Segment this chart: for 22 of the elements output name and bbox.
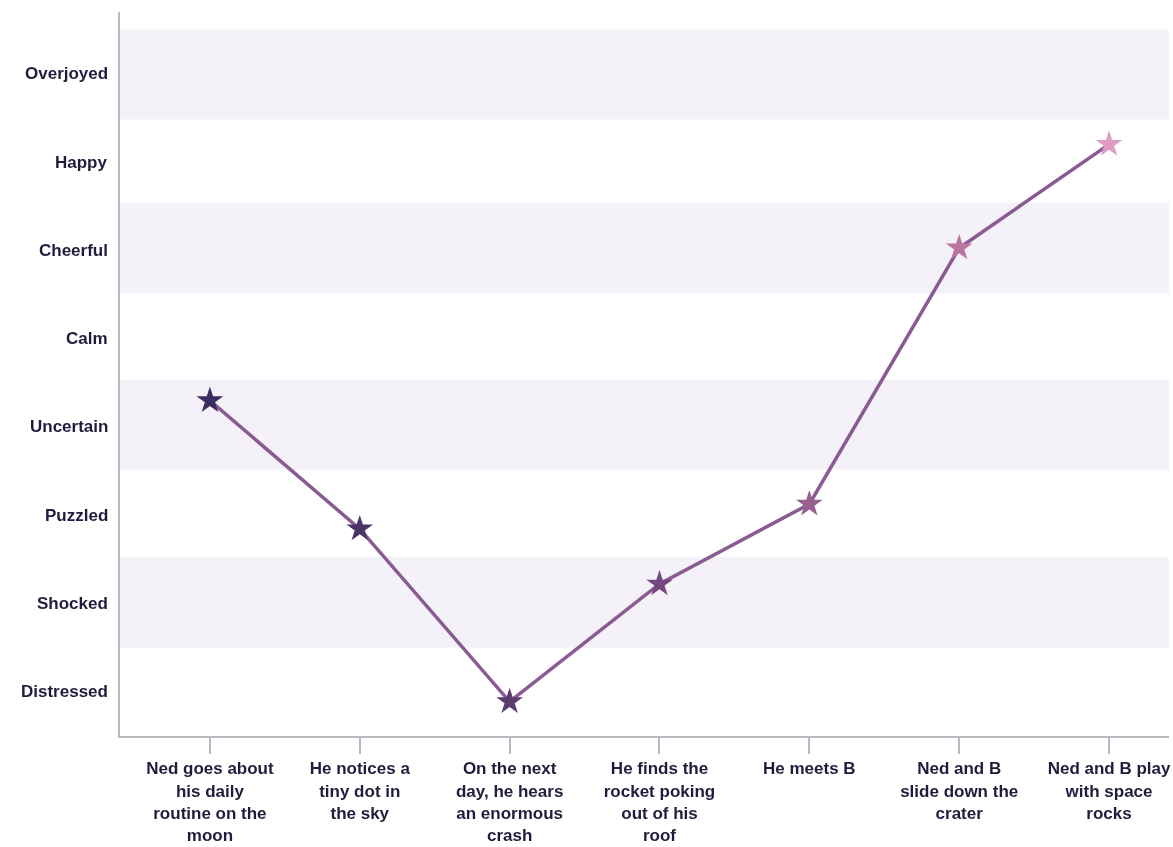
x-tick-label: On the next day, he hears an enormous crash — [455, 759, 564, 845]
text: Shocked — [37, 594, 108, 613]
point — [1095, 130, 1123, 156]
text: Puzzled — [45, 506, 109, 525]
x-tick-label: He finds the rocket poking out of his roof — [603, 759, 716, 845]
point — [646, 569, 673, 596]
point — [796, 490, 823, 516]
text: Happy — [55, 153, 108, 172]
point — [945, 233, 973, 260]
x-tick-label: He meets B — [763, 759, 856, 779]
text: Overjoyed — [25, 64, 109, 83]
x-tick-label: Ned goes about his daily routine on the moon — [146, 759, 274, 845]
x-tick-label: Ned and B play with space rocks — [1047, 759, 1171, 823]
text: Cheerful — [39, 241, 108, 260]
point — [196, 386, 224, 412]
x-tick-label: Ned and B slide down the crater — [900, 759, 1019, 823]
text: Calm — [66, 329, 108, 348]
point — [346, 514, 374, 541]
text: Uncertain — [30, 417, 109, 436]
point — [496, 687, 523, 714]
text: Distressed — [21, 682, 108, 701]
x-tick-label: He notices a tiny dot in the sky — [309, 759, 411, 823]
